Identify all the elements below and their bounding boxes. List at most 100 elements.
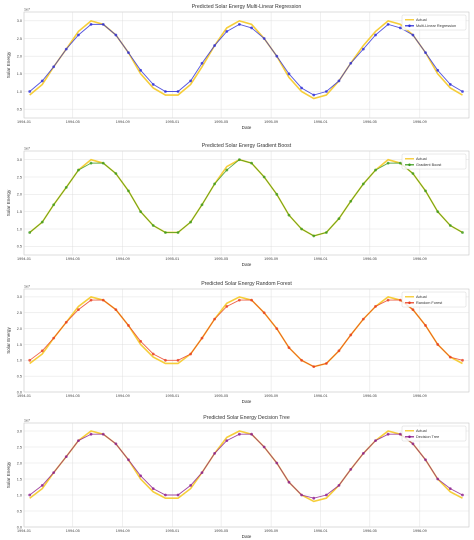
data-point <box>386 298 390 302</box>
x-tick-label: 1995-09 <box>264 394 278 398</box>
legend-marker <box>408 163 411 167</box>
data-point <box>312 496 316 500</box>
data-point <box>250 161 253 165</box>
data-point <box>52 336 56 340</box>
series-line <box>29 430 463 503</box>
data-point <box>189 352 193 356</box>
series-prediction <box>28 158 464 238</box>
x-axis-label: Date <box>242 534 252 539</box>
data-point <box>398 298 402 302</box>
legend-entry: Random Forest <box>416 301 443 305</box>
data-point <box>300 493 303 497</box>
data-point <box>151 224 155 227</box>
x-tick-label: 1996-09 <box>413 120 427 124</box>
data-point <box>448 224 452 227</box>
data-point <box>237 158 241 162</box>
data-point <box>164 231 167 234</box>
data-point <box>386 161 390 165</box>
data-point <box>64 455 68 458</box>
data-point <box>361 452 365 455</box>
x-axis-label: Date <box>242 399 252 404</box>
data-point <box>349 333 353 337</box>
data-point <box>448 487 452 490</box>
data-point <box>77 308 80 311</box>
data-point <box>448 355 452 359</box>
data-point <box>64 186 68 189</box>
data-point <box>287 480 291 484</box>
data-point <box>200 61 204 65</box>
x-tick-label: 1994-09 <box>116 394 130 398</box>
data-point <box>237 22 241 26</box>
data-point <box>77 439 80 442</box>
data-point <box>424 324 427 327</box>
data-point <box>374 305 377 308</box>
x-tick-label: 1994-01 <box>17 529 31 533</box>
data-point <box>40 349 44 353</box>
x-tick-label: 1996-01 <box>314 529 328 533</box>
x-tick-label: 1994-01 <box>17 120 31 124</box>
data-point <box>52 471 56 474</box>
data-point <box>127 51 130 55</box>
series-prediction <box>28 298 464 369</box>
y-tick-label: 0.0 <box>17 390 22 394</box>
data-point <box>101 22 105 26</box>
x-tick-label: 1996-09 <box>413 529 427 533</box>
data-point <box>151 352 155 356</box>
data-point <box>77 33 80 37</box>
legend: Actual Decision Tree <box>401 425 467 442</box>
data-point <box>176 493 180 497</box>
data-point <box>127 458 130 462</box>
legend-entry: Multi-Linear Regression <box>416 24 456 28</box>
chart-4: Predicted Solar Energy Decision Tree 0.0 0… <box>6 415 470 539</box>
x-tick-label: 1996-05 <box>363 529 377 533</box>
series-line <box>29 23 463 96</box>
data-point <box>151 83 155 86</box>
data-point <box>461 358 464 362</box>
data-point <box>349 199 353 203</box>
y-tick-label: 2.5 <box>17 445 22 449</box>
x-tick-label: 1996-05 <box>363 120 377 124</box>
data-point <box>151 487 155 490</box>
data-point <box>262 311 266 315</box>
x-tick-label: 1994-05 <box>66 257 80 261</box>
y-tick-label: 1.0 <box>17 90 22 94</box>
x-tick-label: 1994-05 <box>66 120 80 124</box>
y-tick-label: 0.5 <box>17 107 22 111</box>
plot-area <box>23 11 470 119</box>
data-point <box>89 298 93 302</box>
y-tick-label: 3.0 <box>17 158 22 162</box>
data-point <box>349 61 353 65</box>
data-point <box>225 30 229 33</box>
y-tick-label: 1.0 <box>17 493 22 497</box>
data-point <box>275 461 279 465</box>
series-line <box>29 299 463 368</box>
data-point <box>40 484 44 487</box>
series-prediction <box>28 432 464 500</box>
legend-box <box>401 425 467 442</box>
data-point <box>337 79 341 83</box>
data-point <box>114 172 118 175</box>
data-point <box>52 203 56 207</box>
x-tick-label: 1995-05 <box>214 529 228 533</box>
y-tick-label: 2.5 <box>17 37 22 41</box>
chart-2: Predicted Solar Energy Gradient Boost 0.5… <box>6 143 470 267</box>
chart-title: Predicted Solar Energy Multi-Linear Regr… <box>192 4 302 10</box>
data-point <box>361 182 365 186</box>
data-point <box>139 339 143 343</box>
plot-area <box>23 288 470 393</box>
data-point <box>189 220 193 224</box>
y-axis-label: Solar Energy <box>6 327 11 354</box>
x-tick-label: 1994-05 <box>66 394 80 398</box>
chart-1: Predicted Solar Energy Multi-Linear Regr… <box>6 4 470 130</box>
data-point <box>28 493 32 497</box>
legend-marker <box>408 301 411 305</box>
data-point <box>361 47 365 51</box>
data-point <box>262 37 266 40</box>
data-point <box>213 182 216 186</box>
x-tick-label: 1995-05 <box>214 120 228 124</box>
x-tick-label: 1995-01 <box>165 120 179 124</box>
data-point <box>114 308 118 311</box>
data-point <box>448 83 452 86</box>
x-tick-label: 1995-01 <box>165 529 179 533</box>
x-tick-label: 1994-09 <box>116 257 130 261</box>
